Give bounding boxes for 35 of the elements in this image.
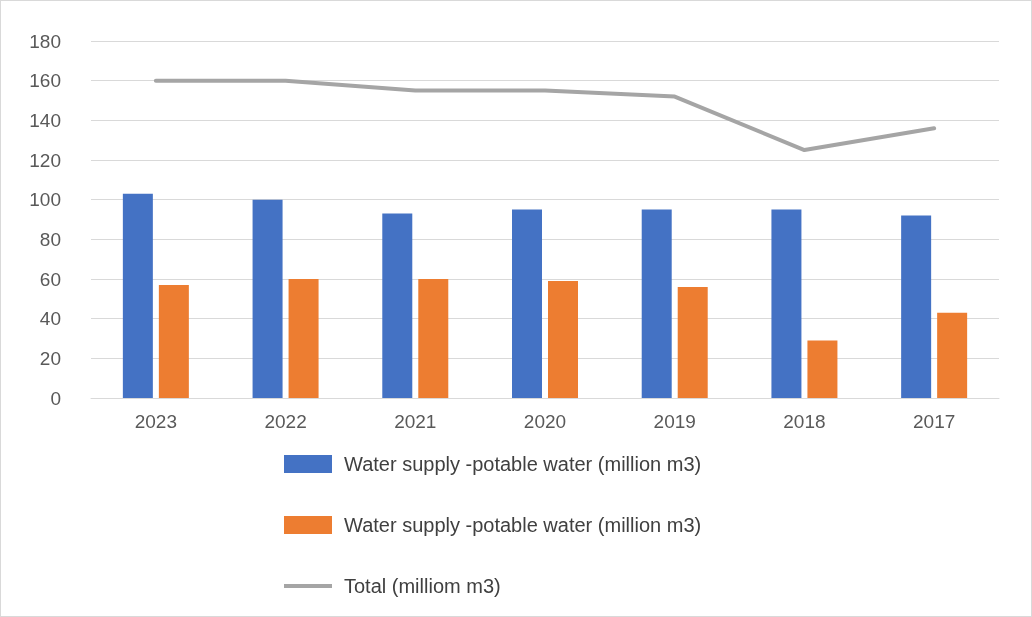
bar <box>158 284 189 398</box>
bar <box>252 199 283 398</box>
legend-label: Total (milliom m3) <box>344 575 501 597</box>
bar <box>548 280 578 398</box>
y-tick-label: 60 <box>39 268 61 290</box>
y-tick-label: 120 <box>29 149 61 171</box>
bar <box>418 279 449 398</box>
bar <box>901 215 932 398</box>
x-tick-label: 2022 <box>264 411 307 432</box>
bar <box>382 213 413 398</box>
y-tick-label: 180 <box>29 30 61 52</box>
y-tick-label: 160 <box>29 70 61 92</box>
bar <box>512 209 542 398</box>
y-tick-label: 20 <box>39 347 61 369</box>
bar <box>641 209 672 398</box>
x-tick-label: 2023 <box>134 411 177 432</box>
bar <box>288 279 319 398</box>
x-tick-label: 2020 <box>523 411 567 432</box>
legend-label: Water supply -potable water (million m3) <box>344 514 702 536</box>
y-tick-label: 40 <box>39 308 61 330</box>
y-tick-label: 0 <box>50 387 61 409</box>
bar <box>771 209 802 398</box>
bar <box>122 193 153 398</box>
x-tick-label: 2019 <box>653 411 696 432</box>
bar <box>677 286 708 398</box>
x-tick-label: 2018 <box>783 411 826 432</box>
x-tick-label: 2017 <box>913 411 956 432</box>
y-tick-label: 140 <box>29 109 61 131</box>
legend-label: Water supply -potable water (million m3) <box>344 453 702 475</box>
bar <box>937 312 968 398</box>
line-series <box>153 78 937 153</box>
x-tick-label: 2021 <box>394 411 437 432</box>
y-tick-label: 100 <box>29 189 61 211</box>
y-tick-label: 80 <box>39 228 61 250</box>
bar <box>807 340 838 398</box>
